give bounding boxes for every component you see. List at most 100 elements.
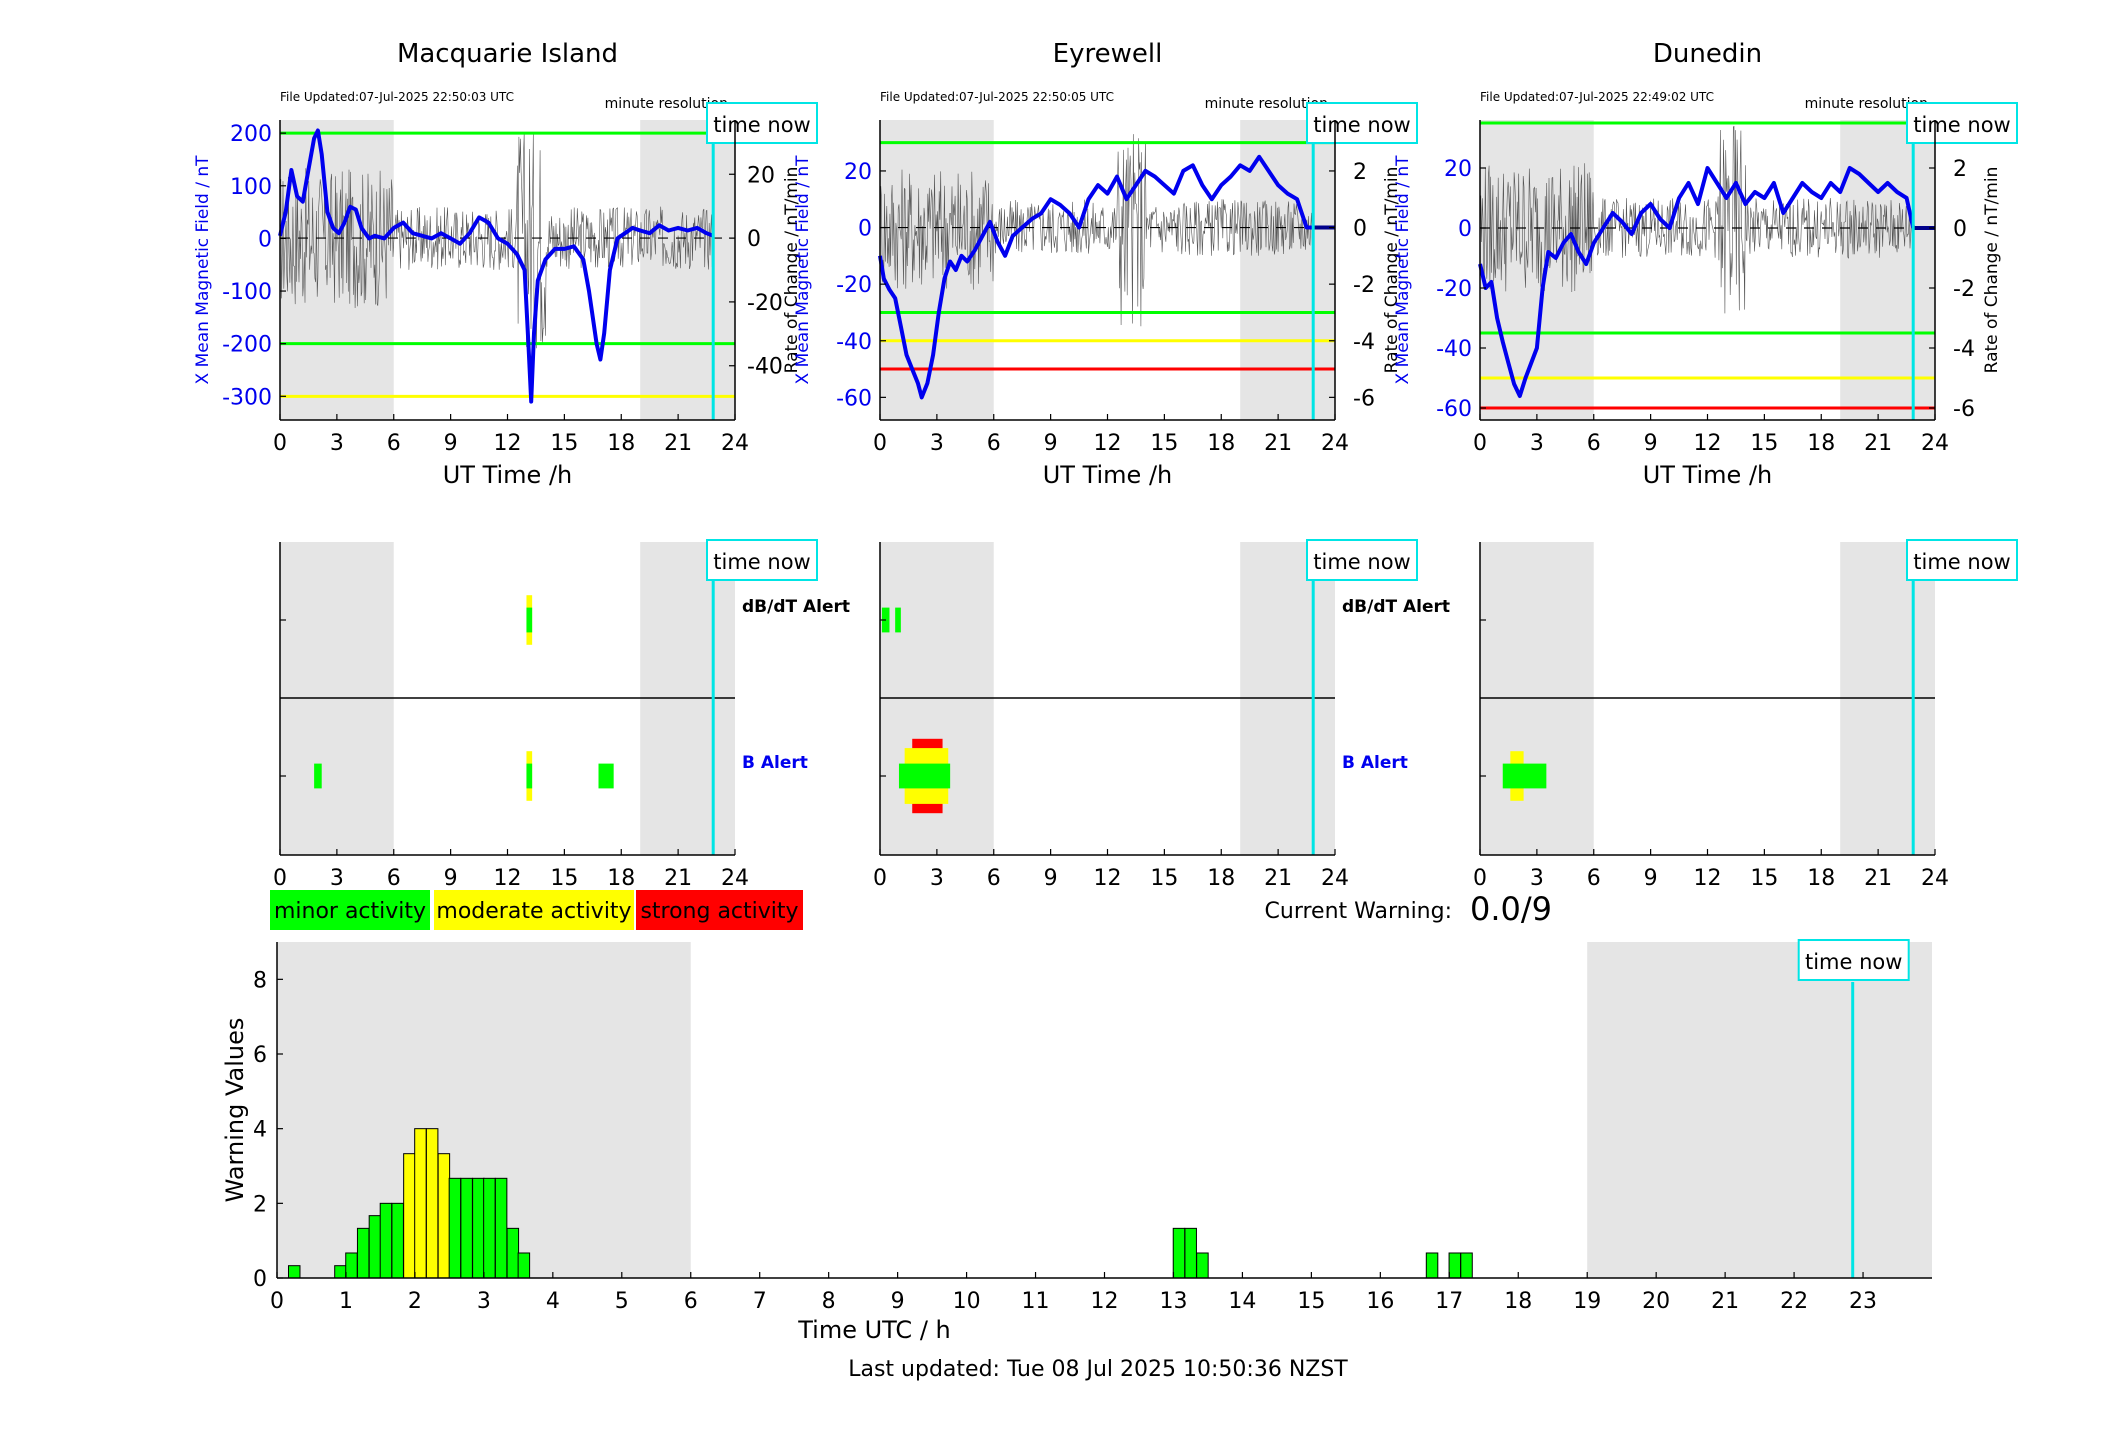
time-now-label: time now bbox=[1313, 550, 1410, 574]
x-tick-label: 9 bbox=[1644, 431, 1658, 456]
x-tick-label: 3 bbox=[930, 431, 944, 456]
x-tick-label: 9 bbox=[1044, 866, 1058, 891]
x-tick-label: 21 bbox=[664, 431, 692, 456]
x-tick-label: 15 bbox=[1297, 1289, 1325, 1314]
station-title: Dunedin bbox=[1653, 39, 1762, 69]
x-tick-label: 4 bbox=[546, 1289, 560, 1314]
y-tick-label: -300 bbox=[222, 385, 272, 410]
x-tick-label: 15 bbox=[1750, 866, 1778, 891]
y-tick-label: 4 bbox=[253, 1118, 267, 1143]
minute-resolution-label: minute resolution bbox=[1805, 96, 1928, 112]
time-now-box bbox=[1797, 939, 1910, 981]
legend-swatch bbox=[434, 890, 634, 930]
x-tick-label: 1 bbox=[339, 1289, 353, 1314]
legend-label: moderate activity bbox=[436, 899, 631, 924]
x-tick-label: 21 bbox=[1864, 866, 1892, 891]
x-tick-label: 14 bbox=[1228, 1289, 1256, 1314]
x-tick-label: 6 bbox=[387, 866, 401, 891]
time-now-label: time now bbox=[713, 550, 810, 574]
x-tick-label: 13 bbox=[1159, 1289, 1187, 1314]
x-tick-label: 9 bbox=[891, 1289, 905, 1314]
y2-tick-label: -4 bbox=[1953, 337, 1975, 362]
warning-bar bbox=[506, 1227, 520, 1279]
x-tick-label: 2 bbox=[408, 1289, 422, 1314]
x-tick-label: 3 bbox=[930, 866, 944, 891]
y-tick-label: 0 bbox=[1458, 217, 1472, 242]
x-tick-label: 6 bbox=[1587, 431, 1601, 456]
y-tick-label: 6 bbox=[253, 1043, 267, 1068]
y-axis-label: X Mean Magnetic Field / nT bbox=[793, 155, 813, 385]
y-tick-label: -60 bbox=[1436, 397, 1472, 422]
warning-bar bbox=[460, 1177, 473, 1279]
x-tick-label: 18 bbox=[1807, 431, 1835, 456]
current-warning-label: Current Warning: bbox=[1265, 899, 1452, 924]
dbdt-alert-label: dB/dT Alert bbox=[1342, 597, 1450, 617]
y-axis-label: Warning Values bbox=[221, 1018, 249, 1203]
b-alert-label: B Alert bbox=[1342, 753, 1408, 773]
b-alert-block bbox=[314, 763, 322, 789]
warning-bar bbox=[494, 1177, 508, 1279]
time-now-label: time now bbox=[1913, 113, 2010, 137]
rate-of-change-line bbox=[879, 134, 1314, 327]
warning-bar bbox=[356, 1227, 370, 1279]
x-tick-label: 3 bbox=[330, 866, 344, 891]
x-tick-label: 3 bbox=[1530, 431, 1544, 456]
x-tick-label: 0 bbox=[270, 1289, 284, 1314]
x-tick-label: 6 bbox=[1587, 866, 1601, 891]
x-tick-label: 24 bbox=[1321, 431, 1349, 456]
x-tick-label: 21 bbox=[664, 866, 692, 891]
x-tick-label: 24 bbox=[721, 866, 749, 891]
y-tick-label: 0 bbox=[258, 227, 272, 252]
legend-label: minor activity bbox=[274, 899, 426, 924]
warning-bar bbox=[379, 1202, 393, 1279]
b-alert-block bbox=[598, 763, 614, 789]
y-tick-label: 0 bbox=[858, 217, 872, 242]
x-tick-label: 15 bbox=[550, 866, 578, 891]
x-tick-label: 18 bbox=[1807, 866, 1835, 891]
b-alert-label: B Alert bbox=[742, 753, 808, 773]
x-tick-label: 3 bbox=[1530, 866, 1544, 891]
y2-tick-label: 0 bbox=[747, 227, 761, 252]
y2-tick-label: -40 bbox=[747, 355, 783, 380]
warning-bar bbox=[345, 1252, 358, 1279]
y-tick-label: 2 bbox=[253, 1192, 267, 1217]
y-tick-label: 200 bbox=[230, 122, 272, 147]
x-tick-label: 21 bbox=[1711, 1289, 1739, 1314]
warning-bar bbox=[1172, 1227, 1186, 1279]
time-now-label: time now bbox=[1313, 113, 1410, 137]
x-tick-label: 0 bbox=[273, 866, 287, 891]
warning-bar bbox=[334, 1265, 347, 1279]
file-updated-label: File Updated:07-Jul-2025 22:50:05 UTC bbox=[880, 90, 1114, 104]
warning-bar bbox=[448, 1177, 462, 1279]
dbdt-alert-block bbox=[526, 607, 533, 633]
y-tick-label: -20 bbox=[836, 273, 872, 298]
x-tick-label: 6 bbox=[684, 1289, 698, 1314]
night-band bbox=[1587, 942, 1932, 1278]
current-warning-value: 0.0/9 bbox=[1470, 890, 1552, 928]
y-tick-label: -60 bbox=[836, 386, 872, 411]
rate-of-change-line bbox=[279, 133, 714, 349]
b-alert-block bbox=[526, 763, 533, 789]
warning-bar bbox=[368, 1215, 382, 1279]
station-title: Macquarie Island bbox=[397, 39, 618, 69]
time-now-label: time now bbox=[1913, 550, 2010, 574]
y2-axis-label: Rate of Change / nT/min bbox=[1382, 167, 1402, 374]
x-tick-label: 9 bbox=[444, 431, 458, 456]
y-tick-label: 100 bbox=[230, 175, 272, 200]
x-tick-label: 5 bbox=[615, 1289, 629, 1314]
warning-bar bbox=[472, 1177, 485, 1279]
x-tick-label: 0 bbox=[273, 431, 287, 456]
x-tick-label: 18 bbox=[607, 431, 635, 456]
minute-resolution-label: minute resolution bbox=[1205, 96, 1328, 112]
x-tick-label: 3 bbox=[477, 1289, 491, 1314]
x-tick-label: 12 bbox=[1094, 866, 1122, 891]
x-tick-label: 24 bbox=[721, 431, 749, 456]
y-tick-label: 20 bbox=[844, 160, 872, 185]
warning-bar bbox=[1460, 1252, 1473, 1279]
time-now-box bbox=[1306, 539, 1418, 581]
time-now-box bbox=[706, 102, 818, 144]
legend-swatch bbox=[636, 890, 803, 930]
y2-tick-label: -6 bbox=[1953, 397, 1975, 422]
y2-axis-label: Rate of Change / nT/min bbox=[782, 167, 802, 374]
x-tick-label: 24 bbox=[1921, 431, 1949, 456]
